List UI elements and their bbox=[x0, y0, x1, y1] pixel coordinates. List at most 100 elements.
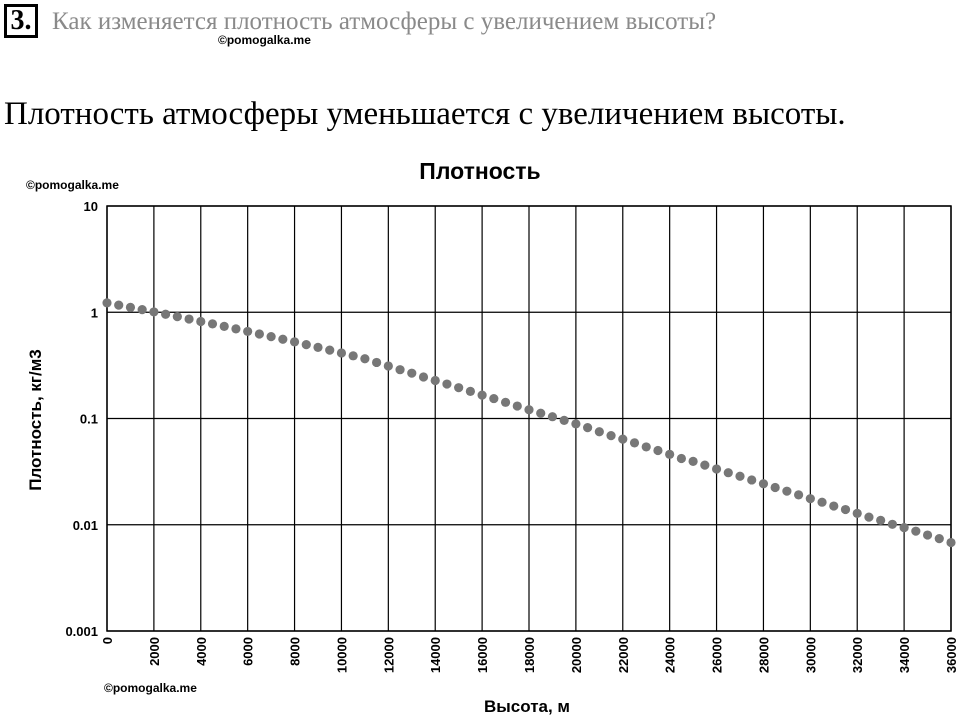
data-point bbox=[934, 534, 944, 544]
data-point bbox=[688, 456, 698, 466]
data-point bbox=[583, 423, 593, 433]
data-point bbox=[172, 312, 182, 322]
data-point bbox=[700, 460, 710, 470]
data-point bbox=[243, 326, 253, 337]
data-point bbox=[418, 372, 429, 382]
data-point bbox=[430, 375, 440, 386]
data-point bbox=[770, 482, 780, 493]
data-point bbox=[864, 512, 874, 522]
data-point bbox=[758, 479, 769, 489]
data-point bbox=[407, 368, 417, 378]
x-tick-label: 32000 bbox=[850, 637, 865, 673]
x-tick-label: 28000 bbox=[756, 637, 771, 673]
x-tick-label: 14000 bbox=[428, 637, 443, 673]
data-point bbox=[676, 453, 686, 464]
data-point bbox=[161, 309, 171, 319]
data-point bbox=[876, 515, 886, 525]
y-tick-label: 1 bbox=[91, 305, 98, 320]
data-point bbox=[794, 490, 804, 500]
data-point bbox=[149, 307, 159, 317]
data-point bbox=[852, 508, 862, 518]
watermark-chart-left: ©pomogalka.me bbox=[26, 178, 119, 192]
data-point bbox=[723, 468, 733, 478]
data-point bbox=[266, 331, 276, 342]
data-point bbox=[606, 431, 616, 441]
x-tick-label: 22000 bbox=[616, 637, 631, 673]
data-point bbox=[922, 530, 933, 540]
data-point bbox=[454, 383, 464, 393]
data-point bbox=[254, 329, 264, 339]
data-point bbox=[395, 365, 405, 375]
data-point bbox=[465, 386, 475, 396]
data-point bbox=[348, 351, 358, 361]
data-point bbox=[524, 405, 534, 415]
data-point bbox=[102, 298, 112, 308]
x-tick-label: 18000 bbox=[522, 637, 537, 673]
data-point bbox=[805, 494, 815, 504]
data-point bbox=[946, 537, 956, 548]
question-text: Как изменяется плотность атмосферы с уве… bbox=[52, 8, 717, 35]
data-point bbox=[325, 345, 335, 355]
chart-title: Плотность bbox=[419, 158, 541, 184]
x-tick-label: 12000 bbox=[381, 637, 396, 673]
data-point bbox=[372, 357, 382, 368]
x-tick-label: 0 bbox=[100, 637, 115, 644]
data-point bbox=[547, 412, 558, 422]
x-tick-label: 30000 bbox=[803, 637, 818, 673]
data-point bbox=[313, 342, 323, 352]
x-tick-label: 8000 bbox=[288, 637, 303, 666]
data-point bbox=[629, 438, 640, 448]
y-tick-label: 0.01 bbox=[73, 518, 98, 533]
x-tick-label: 16000 bbox=[475, 637, 490, 673]
y-tick-label: 10 bbox=[84, 199, 98, 214]
x-tick-label: 36000 bbox=[944, 637, 959, 673]
x-tick-label: 4000 bbox=[194, 637, 209, 666]
data-point bbox=[184, 314, 194, 324]
data-point bbox=[336, 348, 347, 358]
y-tick-label: 0.001 bbox=[65, 624, 98, 639]
data-point bbox=[817, 497, 827, 507]
x-tick-label: 24000 bbox=[663, 637, 678, 673]
x-axis-label: Высота, м bbox=[483, 697, 571, 716]
data-point bbox=[829, 501, 839, 511]
data-point bbox=[301, 340, 311, 350]
data-point bbox=[137, 305, 147, 315]
data-point bbox=[536, 408, 546, 418]
data-point bbox=[840, 504, 851, 515]
y-tick-label: 0.1 bbox=[80, 412, 98, 427]
data-point bbox=[594, 427, 604, 437]
data-point bbox=[512, 401, 522, 411]
data-point bbox=[899, 523, 909, 533]
data-point bbox=[618, 434, 628, 444]
data-point bbox=[360, 354, 370, 364]
x-tick-label: 10000 bbox=[334, 637, 349, 673]
data-point bbox=[747, 475, 757, 485]
data-point bbox=[735, 471, 745, 481]
x-tick-label: 20000 bbox=[569, 637, 584, 673]
data-point bbox=[711, 464, 722, 474]
data-point bbox=[289, 337, 300, 347]
data-point bbox=[571, 419, 581, 429]
data-point bbox=[665, 449, 675, 459]
watermark-chart-bottom: ©pomogalka.me bbox=[104, 681, 197, 695]
answer-text: Плотность атмосферы уменьшается с увелич… bbox=[4, 96, 846, 132]
data-point bbox=[477, 390, 487, 400]
data-point bbox=[559, 415, 569, 425]
data-point bbox=[231, 324, 241, 334]
data-point bbox=[782, 486, 792, 496]
watermark-top: ©pomogalka.me bbox=[218, 33, 311, 47]
data-point bbox=[114, 300, 124, 310]
data-point bbox=[911, 526, 921, 536]
x-tick-label: 34000 bbox=[897, 637, 912, 673]
data-point bbox=[125, 302, 136, 312]
data-point bbox=[207, 319, 218, 329]
data-point bbox=[196, 316, 206, 327]
data-point bbox=[219, 321, 229, 331]
y-axis-label: Плотность, кг/м3 bbox=[26, 349, 45, 491]
data-point bbox=[653, 445, 663, 456]
data-point bbox=[887, 519, 897, 529]
data-point bbox=[489, 393, 499, 404]
data-point bbox=[641, 442, 651, 452]
x-tick-label: 26000 bbox=[710, 637, 725, 673]
